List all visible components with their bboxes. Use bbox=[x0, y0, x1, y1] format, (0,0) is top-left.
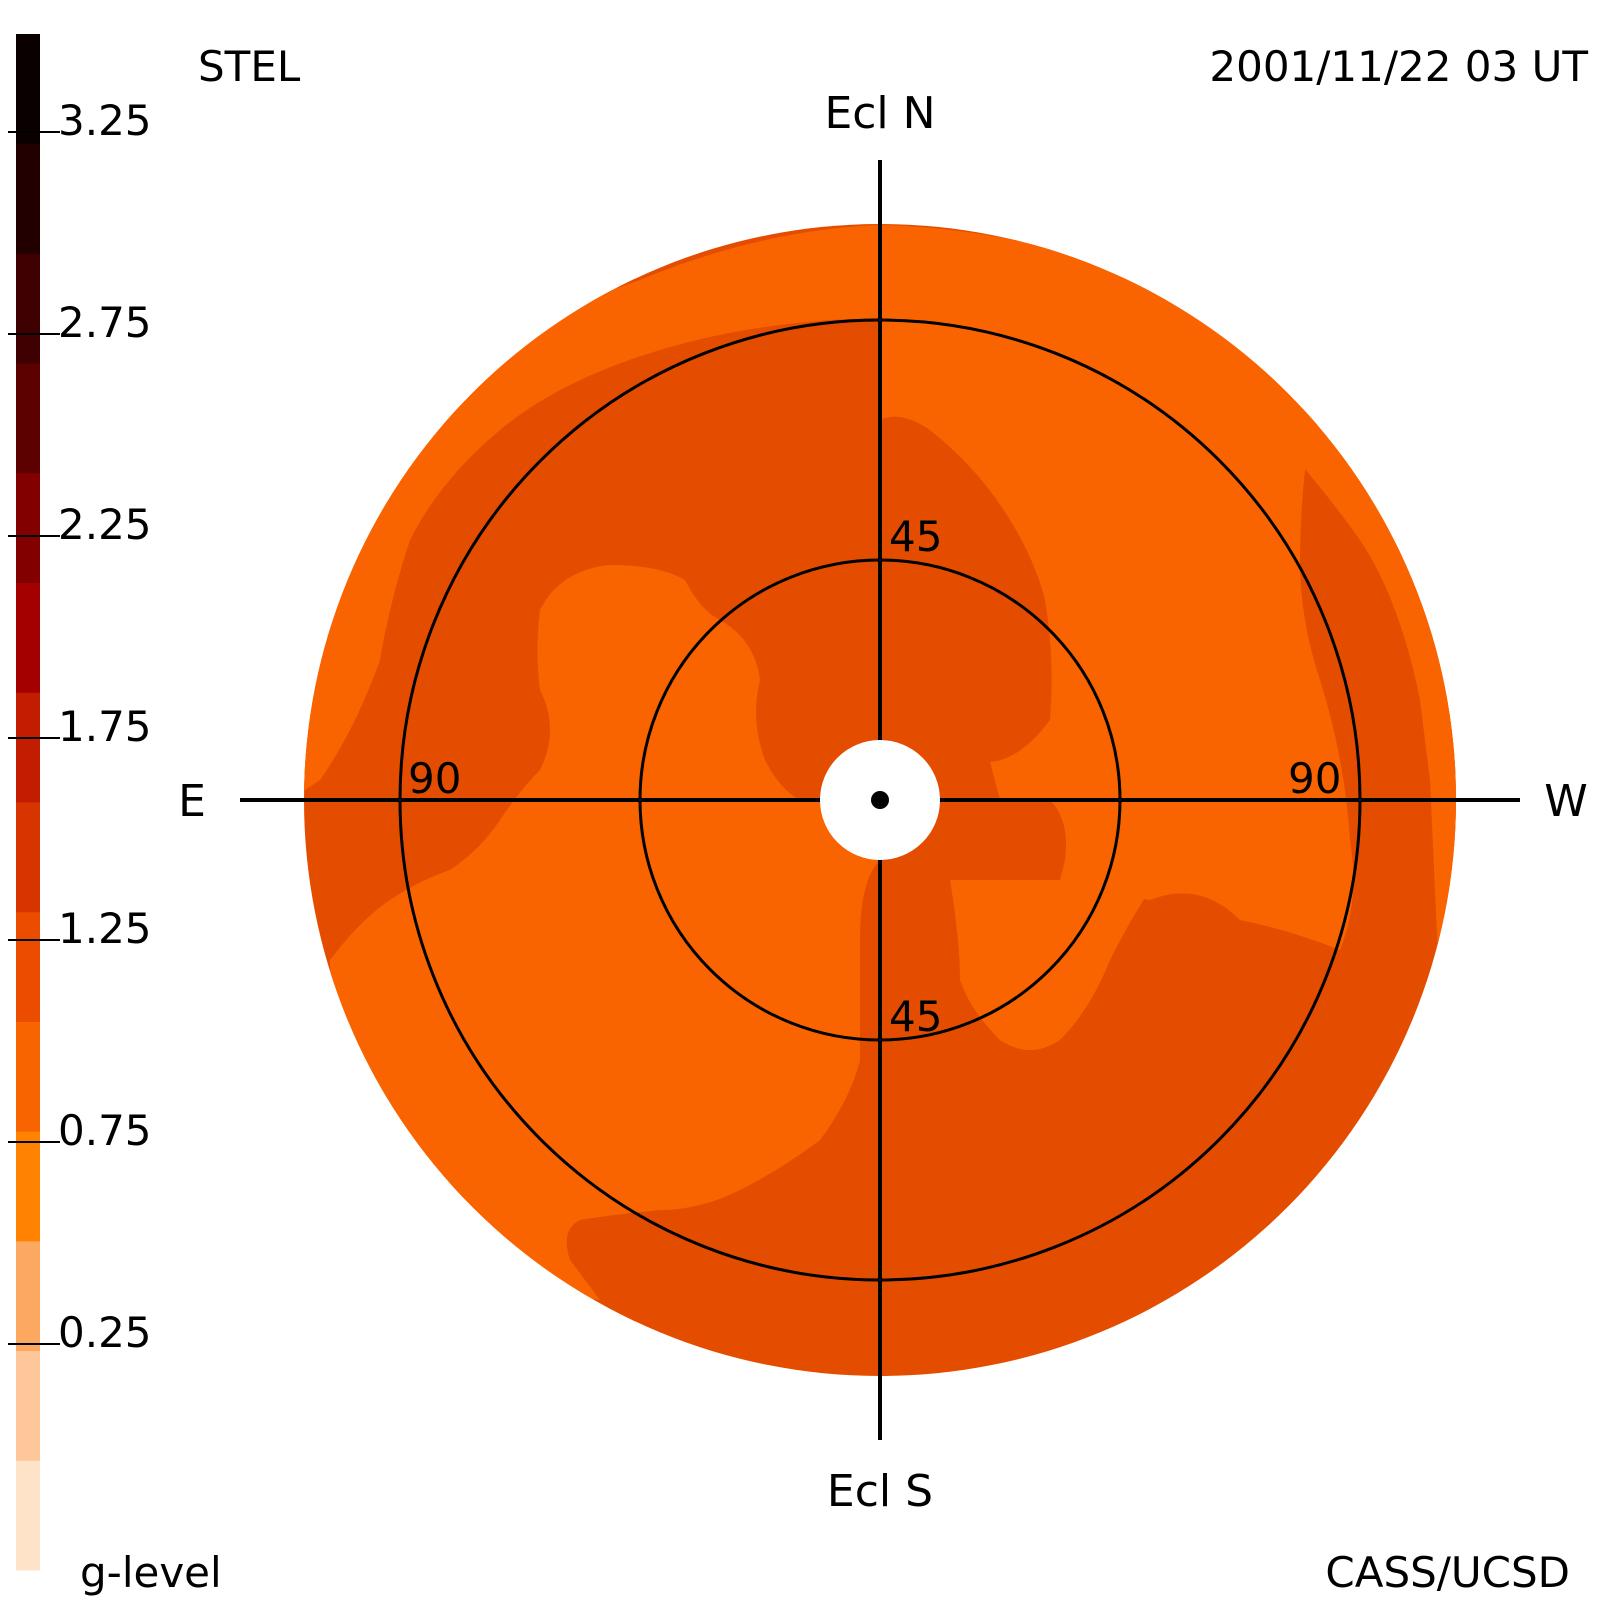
ring-label-90-left: 90 bbox=[408, 754, 461, 803]
colorbar-band bbox=[16, 143, 40, 254]
ring-label-45-top: 45 bbox=[889, 512, 942, 561]
colorbar-tick-label: 1.75 bbox=[58, 702, 152, 751]
colorbar-tick-label: 2.75 bbox=[58, 298, 152, 347]
colorbar-band bbox=[16, 472, 40, 584]
colorbar-tick-label: 3.25 bbox=[58, 96, 152, 145]
colorbar-band bbox=[16, 911, 40, 1022]
colorbar-tick-label: 1.25 bbox=[58, 904, 152, 953]
colorbar-band bbox=[16, 582, 40, 693]
colorbar-band bbox=[16, 363, 40, 474]
sun-center-dot bbox=[871, 791, 889, 809]
colorbar-tick-label: 0.25 bbox=[58, 1308, 152, 1357]
colorbar-band bbox=[16, 253, 40, 364]
colorbar-band bbox=[16, 1240, 40, 1352]
colorbar-band bbox=[16, 1350, 40, 1461]
light-region-north-rim bbox=[304, 225, 1456, 800]
scale-label: g-level bbox=[80, 1548, 222, 1597]
west-label: W bbox=[1544, 776, 1588, 827]
east-label: E bbox=[178, 776, 206, 827]
colorbar-tick-label: 2.25 bbox=[58, 500, 152, 549]
south-label: Ecl S bbox=[827, 1466, 933, 1517]
light-region-sw bbox=[330, 565, 880, 1300]
colorbar-band bbox=[16, 34, 40, 145]
colorbar bbox=[8, 34, 60, 1571]
ring-label-90-right: 90 bbox=[1288, 754, 1341, 803]
colorbar-band bbox=[16, 802, 40, 913]
colorbar-band bbox=[16, 1460, 40, 1571]
colorbar-tick-label: 0.75 bbox=[58, 1106, 152, 1155]
colorbar-band bbox=[16, 1021, 40, 1132]
ring-label-45-bottom: 45 bbox=[889, 992, 942, 1041]
timestamp-label: 2001/11/22 03 UT bbox=[1209, 42, 1588, 91]
credit-label: CASS/UCSD bbox=[1325, 1548, 1570, 1597]
north-label: Ecl N bbox=[824, 88, 935, 139]
instrument-label: STEL bbox=[198, 42, 301, 91]
colorbar-band bbox=[16, 692, 40, 803]
colorbar-band bbox=[16, 1131, 40, 1242]
